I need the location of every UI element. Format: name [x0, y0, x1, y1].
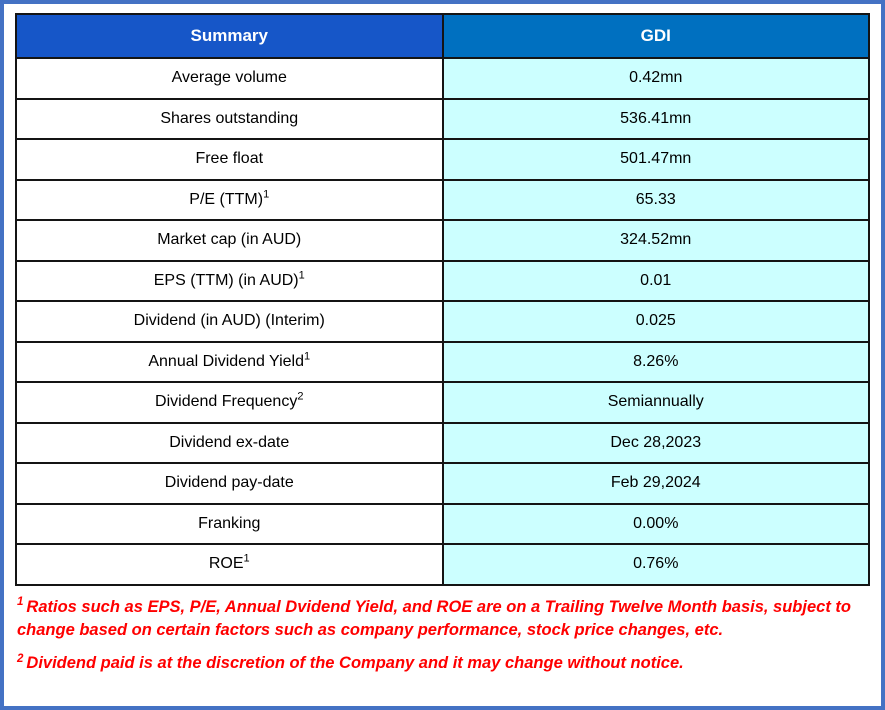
- row-label: Market cap (in AUD): [15, 219, 444, 262]
- row-label: Dividend ex-date: [15, 421, 444, 464]
- table-row: Annual Dividend Yield1 8.26%: [15, 340, 870, 383]
- row-label: Average volume: [15, 57, 444, 100]
- footnote-marker: 2: [17, 652, 24, 665]
- row-value: 501.47mn: [441, 138, 870, 181]
- row-label: Franking: [15, 502, 444, 545]
- row-value: 0.025: [441, 300, 870, 343]
- table-row: Average volume 0.42mn: [15, 57, 870, 100]
- footnote-marker: 1: [17, 596, 24, 608]
- footnote: 2 Dividend paid is at the discretion of t…: [17, 652, 684, 673]
- table-body: Average volume 0.42mn Shares outstanding 53…: [15, 57, 870, 586]
- row-value: 8.26%: [441, 340, 870, 383]
- table-row: Franking 0.00%: [15, 502, 870, 545]
- row-value: 0.01: [441, 259, 870, 302]
- table-row: Free float 501.47mn: [15, 138, 870, 181]
- row-label: P/E (TTM)1: [15, 178, 444, 221]
- row-label: ROE1: [15, 543, 444, 586]
- row-value: Semiannually: [441, 381, 870, 424]
- row-value: 0.00%: [441, 502, 870, 545]
- row-value: 0.76%: [441, 543, 870, 586]
- row-value: 324.52mn: [441, 219, 870, 262]
- footnotes: 1 Ratios such as EPS, P/E, Annual Dvidend…: [15, 586, 870, 677]
- footnote: 1 Ratios such as EPS, P/E, Annual Dvidend…: [17, 596, 851, 640]
- row-label: Dividend Frequency2: [15, 381, 444, 424]
- footnote-marker: 1: [304, 350, 311, 363]
- row-label: Dividend (in AUD) (Interim): [15, 300, 444, 343]
- company-header-cell: GDI: [441, 13, 870, 59]
- row-label: Free float: [15, 138, 444, 181]
- summary-header-cell: Summary: [15, 13, 444, 59]
- table-row: ROE1 0.76%: [15, 543, 870, 586]
- row-value: 0.42mn: [441, 57, 870, 100]
- table-row: Market cap (in AUD) 324.52mn: [15, 219, 870, 262]
- table-row: P/E (TTM)1 65.33: [15, 178, 870, 221]
- table-row: Dividend pay-date Feb 29,2024: [15, 462, 870, 505]
- row-label: Dividend pay-date: [15, 462, 444, 505]
- summary-table: Summary GDI Average volume 0.42mn Shares o…: [15, 13, 870, 586]
- table-row: Shares outstanding 536.41mn: [15, 97, 870, 140]
- row-value: 65.33: [441, 178, 870, 221]
- table-row: Dividend (in AUD) (Interim) 0.025: [15, 300, 870, 343]
- footnote-marker: 1: [243, 552, 250, 565]
- table-header: Summary GDI: [15, 13, 870, 59]
- row-label: EPS (TTM) (in AUD)1: [15, 259, 444, 302]
- footnote-marker: 2: [297, 390, 304, 403]
- header-row: Summary GDI: [15, 13, 870, 59]
- row-value: Feb 29,2024: [441, 462, 870, 505]
- footnote-marker: 1: [298, 269, 305, 282]
- row-value: 536.41mn: [441, 97, 870, 140]
- footnote-marker: 1: [263, 188, 270, 201]
- table-row: Dividend Frequency2 Semiannually: [15, 381, 870, 424]
- table-row: EPS (TTM) (in AUD)1 0.01: [15, 259, 870, 302]
- table-row: Dividend ex-date Dec 28,2023: [15, 421, 870, 464]
- row-value: Dec 28,2023: [441, 421, 870, 464]
- row-label: Annual Dividend Yield1: [15, 340, 444, 383]
- row-label: Shares outstanding: [15, 97, 444, 140]
